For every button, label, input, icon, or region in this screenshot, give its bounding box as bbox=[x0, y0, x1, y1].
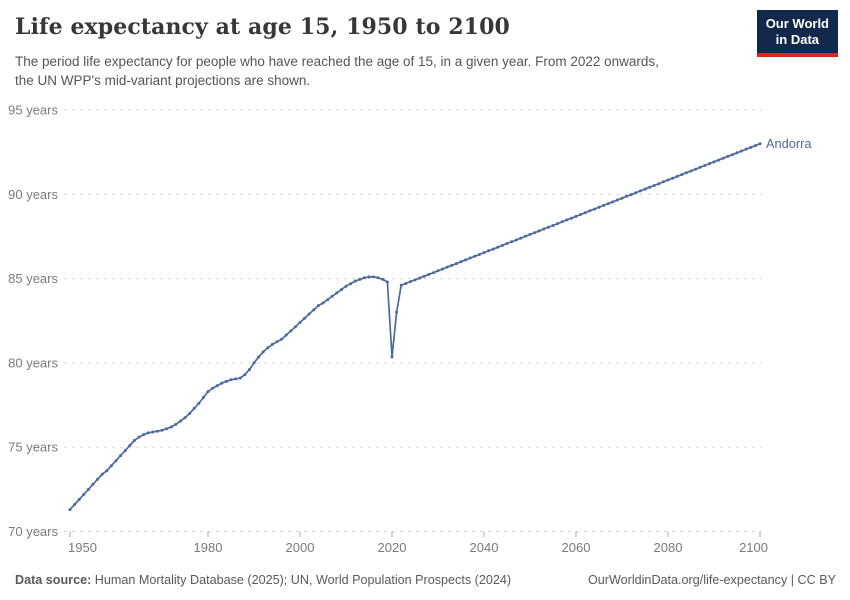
x-axis-tick-label: 2040 bbox=[470, 540, 499, 555]
x-axis-tick-label: 2020 bbox=[378, 540, 407, 555]
y-axis-tick-label: 75 years bbox=[8, 440, 58, 455]
x-axis-tick-label: 2100 bbox=[739, 540, 768, 555]
subtitle-line-1: The period life expectancy for people wh… bbox=[15, 54, 659, 69]
x-axis-tick-label: 2000 bbox=[286, 540, 315, 555]
chart-footer: Data source: Human Mortality Database (2… bbox=[15, 573, 836, 587]
data-source-label: Data source: bbox=[15, 573, 92, 587]
footer-link[interactable]: OurWorldinData.org/life-expectancy | CC … bbox=[587, 573, 836, 587]
y-axis-tick-label: 95 years bbox=[8, 103, 58, 118]
x-axis-tick-label: 1950 bbox=[68, 540, 97, 555]
page-title: Life expectancy at age 15, 1950 to 2100 bbox=[15, 14, 510, 40]
owid-logo[interactable]: Our World in Data bbox=[756, 10, 838, 57]
y-axis-tick-label: 85 years bbox=[8, 271, 58, 286]
data-source: Data source: Human Mortality Database (2… bbox=[15, 573, 511, 587]
x-axis-tick-label: 2060 bbox=[562, 540, 591, 555]
series-label: Andorra bbox=[766, 136, 812, 151]
series-line[interactable] bbox=[69, 142, 761, 511]
subtitle-line-2: the UN WPP's mid-variant projections are… bbox=[15, 73, 311, 88]
x-axis-tick-label: 2080 bbox=[654, 540, 683, 555]
y-axis-tick-label: 90 years bbox=[8, 187, 58, 202]
data-source-text: Human Mortality Database (2025); UN, Wor… bbox=[94, 573, 512, 587]
y-axis-tick-label: 70 years bbox=[8, 524, 58, 539]
y-axis-tick-label: 80 years bbox=[8, 355, 58, 370]
owid-logo-line-1: Our World bbox=[765, 16, 829, 31]
chart-subtitle: The period life expectancy for people wh… bbox=[15, 52, 659, 90]
owid-logo-line-2: in Data bbox=[775, 32, 820, 47]
x-axis-tick-label: 1980 bbox=[194, 540, 223, 555]
series-points[interactable] bbox=[68, 142, 762, 512]
